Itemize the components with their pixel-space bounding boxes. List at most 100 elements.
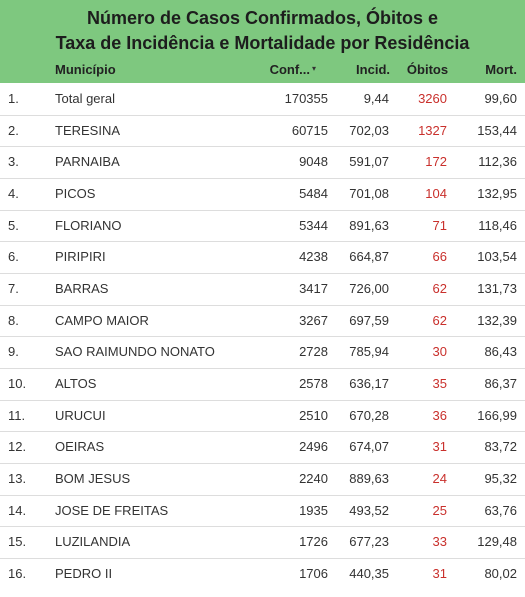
cell: ALTOS [55, 376, 97, 392]
column-header[interactable]: Óbitos [406, 62, 449, 77]
cell: 132,39 [477, 312, 517, 328]
cell: 25 [432, 502, 447, 518]
cell: 785,94 [349, 344, 389, 360]
column-header[interactable]: Incid. [356, 62, 390, 77]
row-number: 8. [8, 312, 19, 328]
cell: 103,54 [477, 249, 517, 265]
cell: 80,02 [484, 566, 517, 582]
row-separator [0, 209, 525, 211]
row-separator [0, 368, 525, 370]
cell: 891,63 [349, 217, 389, 233]
cell: 63,76 [484, 502, 517, 518]
cell: 83,72 [484, 439, 517, 455]
cell: 35 [432, 376, 447, 392]
cell: 2728 [299, 344, 328, 360]
cell: 131,73 [477, 281, 517, 297]
cell: 86,43 [484, 344, 517, 360]
row-number: 12. [8, 439, 27, 455]
cell: 30 [432, 344, 447, 360]
cell: FLORIANO [55, 217, 122, 233]
row-separator [0, 494, 525, 496]
row-separator [0, 178, 525, 179]
cell: 3417 [299, 281, 328, 297]
cell: 5484 [299, 186, 328, 201]
cell: 697,59 [349, 312, 389, 328]
row-number: 7. [8, 281, 19, 297]
row-number: 13. [8, 471, 27, 487]
cell: 170355 [284, 91, 328, 106]
cell: 132,95 [477, 186, 517, 201]
cell: 670,28 [349, 407, 389, 423]
cell: BARRAS [55, 281, 109, 297]
cell: 677,23 [349, 534, 389, 550]
cell: 664,87 [349, 249, 389, 265]
cell: 726,00 [349, 281, 389, 297]
row-number: 16. [8, 566, 27, 582]
cell: 1726 [299, 534, 328, 550]
cell: 674,07 [349, 439, 389, 455]
cell: LUZILANDIA [55, 534, 131, 550]
cell: 9,44 [363, 91, 389, 106]
row-separator [0, 431, 525, 433]
row-separator [0, 241, 525, 243]
cell: URUCUI [55, 407, 106, 423]
cell: 62 [432, 281, 447, 297]
cell: 99,60 [484, 91, 517, 106]
cell: 591,07 [349, 154, 389, 170]
row-number: 3. [8, 154, 19, 170]
cell: 1327 [418, 122, 447, 138]
cell: 9048 [299, 154, 328, 170]
row-separator [0, 304, 525, 306]
sort-icon[interactable]: ▾ [312, 64, 317, 73]
row-number: 9. [8, 344, 19, 360]
cell: CAMPO MAIOR [55, 312, 149, 328]
cell: 31 [432, 566, 447, 582]
cell: 493,52 [349, 502, 389, 518]
column-header[interactable]: Município [55, 62, 116, 77]
row-separator [0, 463, 525, 465]
cell: 66 [432, 249, 447, 265]
cell: 104 [425, 186, 447, 201]
cell: PICOS [55, 186, 96, 201]
row-number: 10. [8, 376, 27, 392]
row-separator [0, 399, 525, 401]
cell: JOSE DE FREITAS [55, 502, 169, 518]
row-number: 6. [8, 249, 19, 265]
cell: OEIRAS [55, 439, 105, 455]
column-header[interactable]: Conf... [269, 62, 310, 77]
cell: 1935 [299, 502, 328, 518]
cell: Total geral [55, 91, 115, 106]
row-number: 15. [8, 534, 27, 550]
cell: 3260 [418, 91, 447, 106]
cell: 2578 [299, 376, 328, 392]
cell: 112,36 [478, 154, 517, 170]
row-number: 4. [8, 186, 19, 201]
column-header[interactable]: Mort. [485, 62, 517, 77]
cell: 3267 [299, 312, 328, 328]
cell: 24 [432, 471, 447, 487]
row-number: 1. [8, 91, 19, 106]
row-separator [0, 558, 525, 560]
cell: 889,63 [349, 471, 389, 487]
cell: 86,37 [484, 376, 517, 392]
cell: SAO RAIMUNDO NONATO [55, 344, 215, 360]
cell: 1706 [299, 566, 328, 582]
cell: 153,44 [477, 122, 517, 138]
cell: 36 [432, 407, 447, 423]
row-number: 11. [8, 407, 26, 423]
cell: 440,35 [349, 566, 389, 582]
cell: 2510 [299, 407, 328, 423]
title-line: Número de Casos Confirmados, Óbitos e [86, 8, 439, 28]
cell: 60715 [291, 122, 328, 138]
cell: 33 [432, 534, 447, 550]
cell: 118,46 [478, 217, 517, 233]
cell: BOM JESUS [55, 471, 131, 487]
cell: 95,32 [484, 471, 517, 487]
cell: 172 [425, 154, 447, 170]
row-separator [0, 336, 525, 338]
cell: 2240 [299, 471, 328, 487]
cell: TERESINA [55, 122, 121, 138]
row-separator [0, 114, 525, 116]
row-number: 2. [8, 122, 19, 138]
